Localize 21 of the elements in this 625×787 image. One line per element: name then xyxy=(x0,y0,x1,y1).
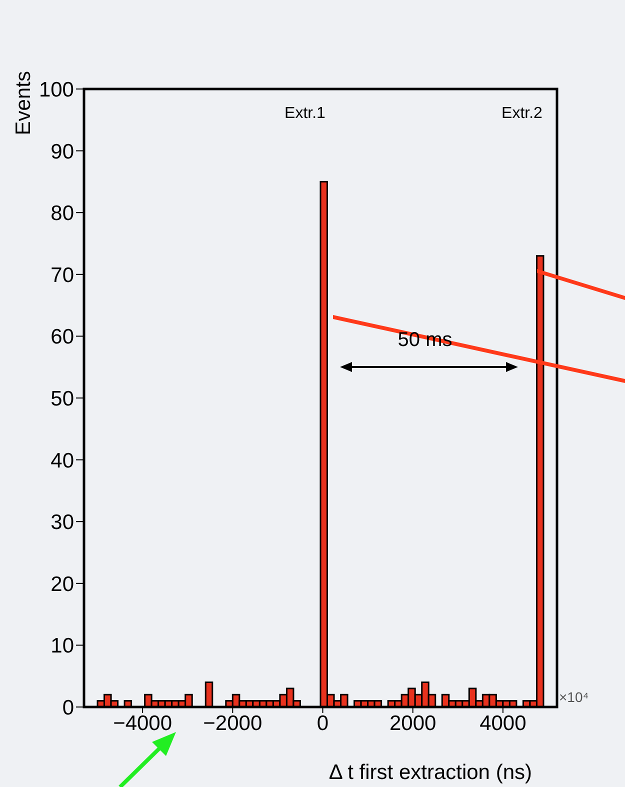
text: ×10⁴ xyxy=(559,689,589,705)
x-tick-label: −4000 xyxy=(113,712,172,735)
y-tick-label: 90 xyxy=(50,140,74,164)
x-tick-label: 0 xyxy=(316,712,329,735)
y-tick-label: 10 xyxy=(50,634,74,658)
y-tick-label: 20 xyxy=(50,572,74,596)
y-tick-label: 60 xyxy=(50,326,74,349)
x-tick-label: 2000 xyxy=(389,712,436,735)
y-tick-label: 40 xyxy=(50,449,74,472)
x-tick-label: 4000 xyxy=(480,712,526,735)
x-tick-label: −2000 xyxy=(203,712,262,735)
y-tick-label: 30 xyxy=(50,511,74,534)
y-tick-label: 100 xyxy=(38,78,74,102)
annotation: Extr.2 xyxy=(502,105,543,122)
x-axis-title: Δ t first extraction (ns) xyxy=(328,761,532,784)
y-tick-label: 80 xyxy=(50,202,74,226)
y-tick-label: 50 xyxy=(50,387,74,410)
annotation: Extr.1 xyxy=(284,105,326,122)
y-tick-label: 0 xyxy=(62,696,74,720)
y-axis-title: Events xyxy=(12,71,35,136)
y-tick-label: 70 xyxy=(50,264,74,287)
